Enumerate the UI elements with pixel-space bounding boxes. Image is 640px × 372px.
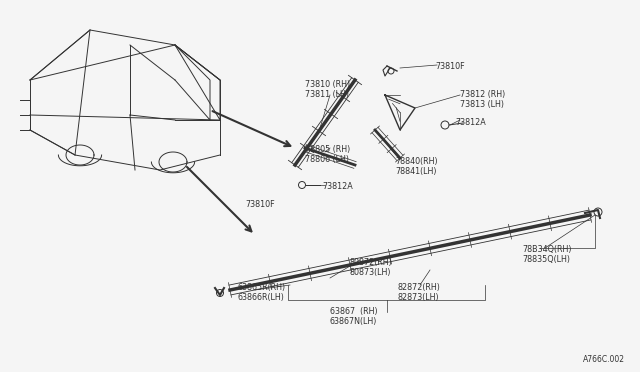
- Text: 73812A: 73812A: [322, 182, 353, 191]
- Text: A766C.002: A766C.002: [583, 355, 625, 364]
- Text: 63867  (RH)
63867N(LH): 63867 (RH) 63867N(LH): [330, 307, 378, 326]
- Text: 78805 (RH)
78806 (LH): 78805 (RH) 78806 (LH): [305, 145, 350, 164]
- Text: 78840(RH)
78841(LH): 78840(RH) 78841(LH): [395, 157, 438, 176]
- Text: 63865R(RH)
63866R(LH): 63865R(RH) 63866R(LH): [238, 283, 286, 302]
- Text: 73810F: 73810F: [245, 200, 275, 209]
- Text: 73812A: 73812A: [455, 118, 486, 127]
- Text: 73810F: 73810F: [435, 62, 465, 71]
- Text: 78B34Q(RH)
78835Q(LH): 78B34Q(RH) 78835Q(LH): [522, 245, 572, 264]
- Text: 80872(RH)
80873(LH): 80872(RH) 80873(LH): [350, 258, 393, 278]
- Text: 73812 (RH)
73813 (LH): 73812 (RH) 73813 (LH): [460, 90, 505, 109]
- Text: 73810 (RH)
73811 (LH): 73810 (RH) 73811 (LH): [305, 80, 350, 99]
- Text: 82872(RH)
82873(LH): 82872(RH) 82873(LH): [398, 283, 441, 302]
